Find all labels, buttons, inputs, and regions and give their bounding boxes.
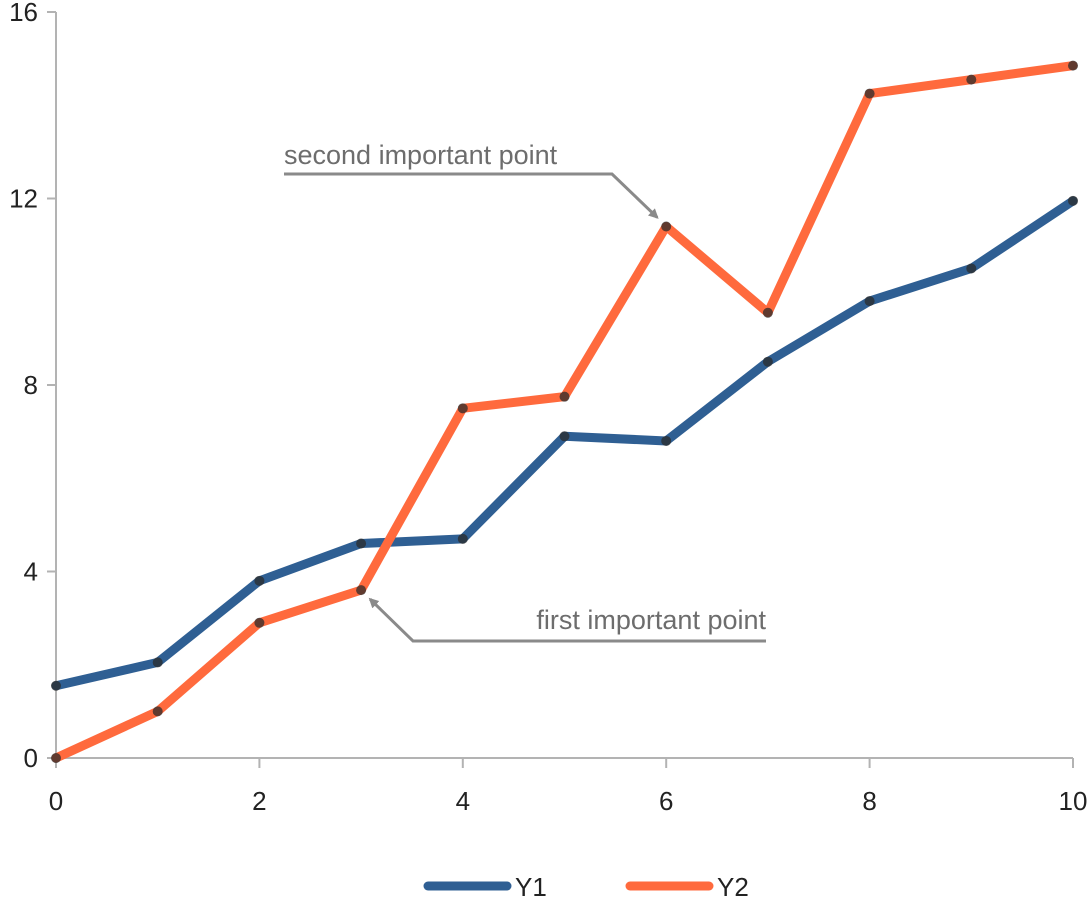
series-line-y2: [51, 61, 1078, 763]
data-point-y1: [1068, 195, 1078, 206]
axes: 0 4 8 12 16 0 2 4 6 8 10: [9, 0, 1087, 816]
legend-label-y1: Y1: [515, 872, 547, 900]
data-point-y1: [254, 575, 265, 586]
data-point-y1: [661, 435, 672, 446]
data-point-y1: [864, 296, 875, 307]
data-point-y2: [152, 706, 163, 717]
data-point-y2: [762, 307, 773, 318]
annotation-arrow-second: [284, 172, 659, 219]
data-point-y2: [254, 617, 265, 628]
data-point-y2: [864, 88, 875, 99]
legend: Y1 Y2: [423, 872, 749, 900]
annotation-first-important-point: first important point: [536, 605, 766, 635]
data-point-y1: [356, 538, 367, 549]
annotations: second important point first important po…: [284, 140, 766, 643]
x-tick-label: 8: [862, 786, 876, 816]
data-point-y1: [152, 657, 163, 668]
data-point-y1: [559, 431, 570, 442]
x-tick-label: 10: [1059, 786, 1087, 816]
annotation-second-important-point: second important point: [284, 140, 558, 170]
legend-label-y2: Y2: [717, 872, 749, 900]
legend-item-y2: Y2: [625, 872, 749, 900]
x-tick-label: 6: [659, 786, 673, 816]
y-tick-label: 12: [9, 184, 38, 214]
data-point-y2: [559, 391, 570, 402]
y-tick-label: 8: [24, 370, 38, 400]
y-tick-label: 16: [9, 0, 38, 27]
y-tick-label: 0: [24, 743, 38, 773]
data-point-y2: [51, 753, 61, 763]
data-point-y2: [1068, 60, 1078, 71]
data-point-y1: [457, 533, 468, 544]
data-point-y2: [457, 403, 468, 414]
data-point-y2: [356, 585, 367, 596]
x-tick-label: 4: [456, 786, 470, 816]
y-tick-label: 4: [24, 557, 38, 587]
data-point-y1: [762, 356, 773, 367]
data-point-y1: [51, 680, 61, 691]
data-point-y2: [966, 74, 977, 85]
data-point-y1: [966, 263, 977, 274]
x-tick-label: 2: [252, 786, 266, 816]
data-point-y2: [661, 221, 672, 232]
annotation-arrow-first: [368, 597, 766, 643]
legend-item-y1: Y1: [423, 872, 547, 900]
series-group: [51, 60, 1078, 763]
x-tick-label: 0: [49, 786, 63, 816]
